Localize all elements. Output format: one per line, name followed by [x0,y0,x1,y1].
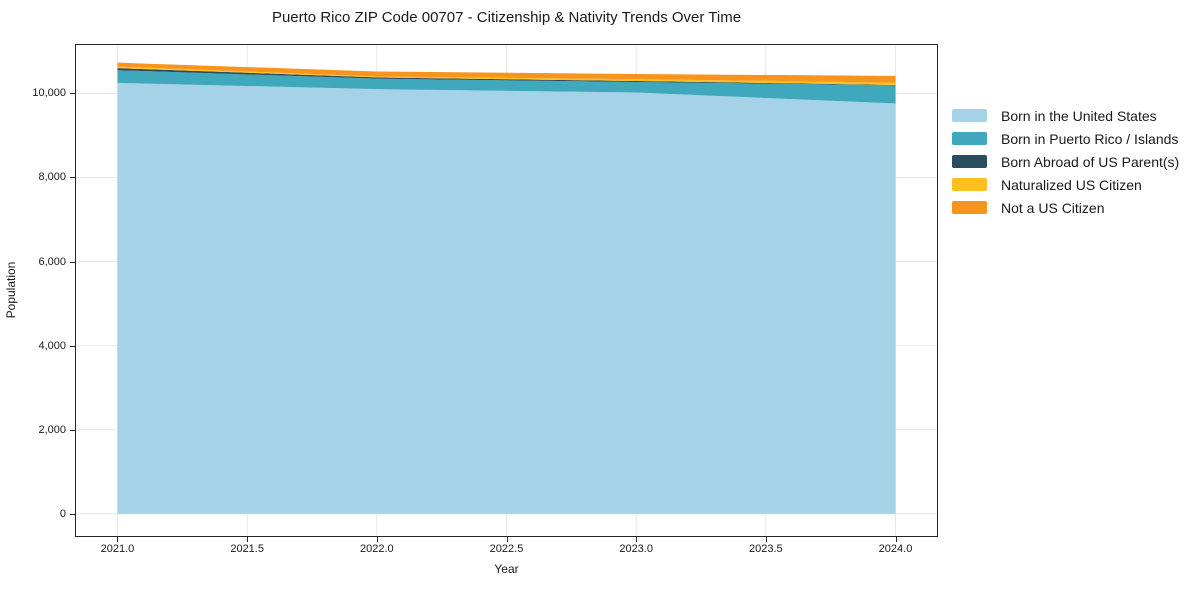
plot-area [75,44,938,537]
area-series-0 [117,82,896,514]
x-tick-mark [117,537,119,542]
legend-swatch [952,109,987,122]
x-tick-mark [376,537,378,542]
x-tick-label: 2023.0 [619,543,653,555]
legend-swatch [952,132,987,145]
x-tick-label: 2024.0 [878,543,913,555]
legend-swatch [952,178,987,191]
x-tick-label: 2021.0 [100,543,135,555]
y-tick-label: 2,000 [38,423,66,436]
y-tick-mark [70,429,75,431]
y-tick-label: 10,000 [32,87,66,100]
x-tick-mark [506,537,508,542]
y-tick-mark [70,513,75,515]
legend-item: Naturalized US Citizen [952,173,1179,196]
chart-title: Puerto Rico ZIP Code 00707 - Citizenship… [271,9,742,26]
y-tick-label: 8,000 [38,171,66,184]
stacked-area-chart [76,45,937,536]
area-series-3 [117,66,896,85]
legend-item: Born Abroad of US Parent(s) [952,150,1179,173]
y-tick-mark [70,345,75,347]
x-axis-label: Year [494,562,519,576]
legend-item-label: Naturalized US Citizen [1001,176,1142,193]
y-tick-label: 0 [59,507,66,520]
legend: Born in the United States Born in Puerto… [952,104,1179,219]
legend-item: Born in the United States [952,104,1179,127]
legend-item-label: Born in the United States [1001,107,1157,124]
legend-item-label: Not a US Citizen [1001,199,1105,216]
legend-item: Born in Puerto Rico / Islands [952,127,1179,150]
y-tick-mark [70,177,75,179]
y-tick-label: 6,000 [38,255,66,268]
x-tick-mark [636,537,638,542]
y-tick-label: 4,000 [38,339,66,352]
area-series-1 [117,70,896,104]
x-tick-label: 2021.5 [230,543,264,555]
x-tick-label: 2022.5 [489,543,524,555]
x-tick-label: 2022.0 [360,543,394,555]
legend-swatch [952,201,987,214]
legend-swatch [952,155,987,168]
y-tick-mark [70,93,75,95]
legend-item-label: Born Abroad of US Parent(s) [1001,153,1180,170]
x-tick-mark [765,537,767,542]
y-tick-mark [70,261,75,263]
legend-item: Not a US Citizen [952,196,1179,219]
x-tick-label: 2023.5 [749,543,783,555]
area-series-4 [117,62,896,83]
x-tick-mark [247,537,249,542]
legend-item-label: Born in Puerto Rico / Islands [1001,130,1179,147]
x-tick-mark [895,537,897,542]
